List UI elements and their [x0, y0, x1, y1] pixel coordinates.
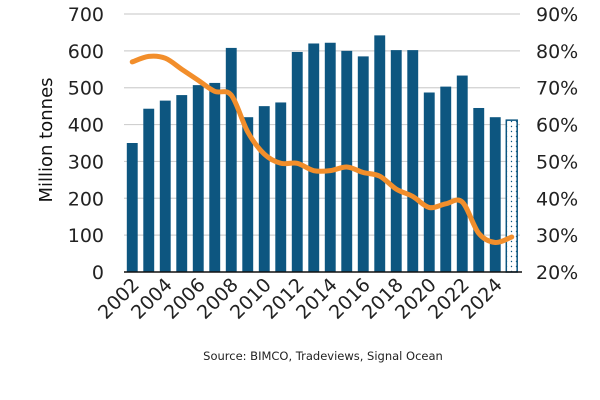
y-tick-label: 500: [68, 78, 104, 100]
bar: [440, 86, 452, 272]
bar: [341, 50, 353, 272]
y2-tick-label: 50%: [536, 151, 578, 173]
y2-tick-label: 30%: [536, 225, 578, 247]
y2-axis-ticks: 20% 30% 40% 50% 60% 70% 80% 90%: [536, 4, 578, 284]
y2-tick-label: 60%: [536, 115, 578, 137]
bar: [159, 100, 171, 272]
bar: [275, 102, 287, 272]
y2-tick-label: 20%: [536, 262, 578, 284]
bar-estimate: [505, 119, 518, 273]
y2-tick-label: 70%: [536, 78, 578, 100]
y-tick-label: 100: [68, 225, 104, 247]
bars: [126, 35, 518, 273]
y-tick-label: 0: [92, 262, 104, 284]
bar: [489, 117, 501, 272]
bar: [308, 43, 320, 272]
share-line: [129, 53, 515, 246]
y-axis-ticks: 0 100 200 300 400 500 600 700: [68, 4, 104, 284]
source-note: Source: BIMCO, Tradeviews, Signal Ocean: [203, 349, 443, 363]
y2-tick-label: 40%: [536, 188, 578, 210]
bar: [407, 50, 419, 273]
y-tick-label: 700: [68, 4, 104, 26]
bar: [390, 50, 402, 273]
bar: [192, 85, 204, 273]
y-tick-label: 300: [68, 151, 104, 173]
bar: [242, 117, 254, 272]
y2-tick-label: 90%: [536, 4, 578, 26]
x-axis-ticks: 2002200420062008201020122014201620182020…: [94, 274, 507, 324]
y2-tick-label: 80%: [536, 41, 578, 63]
bar: [357, 56, 369, 273]
bar: [473, 107, 485, 272]
bar: [143, 108, 155, 272]
y-tick-label: 400: [68, 115, 104, 137]
bar: [209, 82, 221, 273]
bar: [176, 95, 188, 272]
bar: [258, 106, 270, 273]
bar: [374, 35, 386, 273]
gridlines: [124, 13, 520, 236]
y-tick-label: 600: [68, 41, 104, 63]
bar: [324, 42, 336, 273]
bar: [423, 92, 435, 273]
y-tick-label: 200: [68, 188, 104, 210]
bar: [456, 75, 468, 273]
y-axis-label: Million tonnes: [36, 77, 57, 202]
bar: [225, 47, 237, 273]
bar: [126, 143, 138, 272]
